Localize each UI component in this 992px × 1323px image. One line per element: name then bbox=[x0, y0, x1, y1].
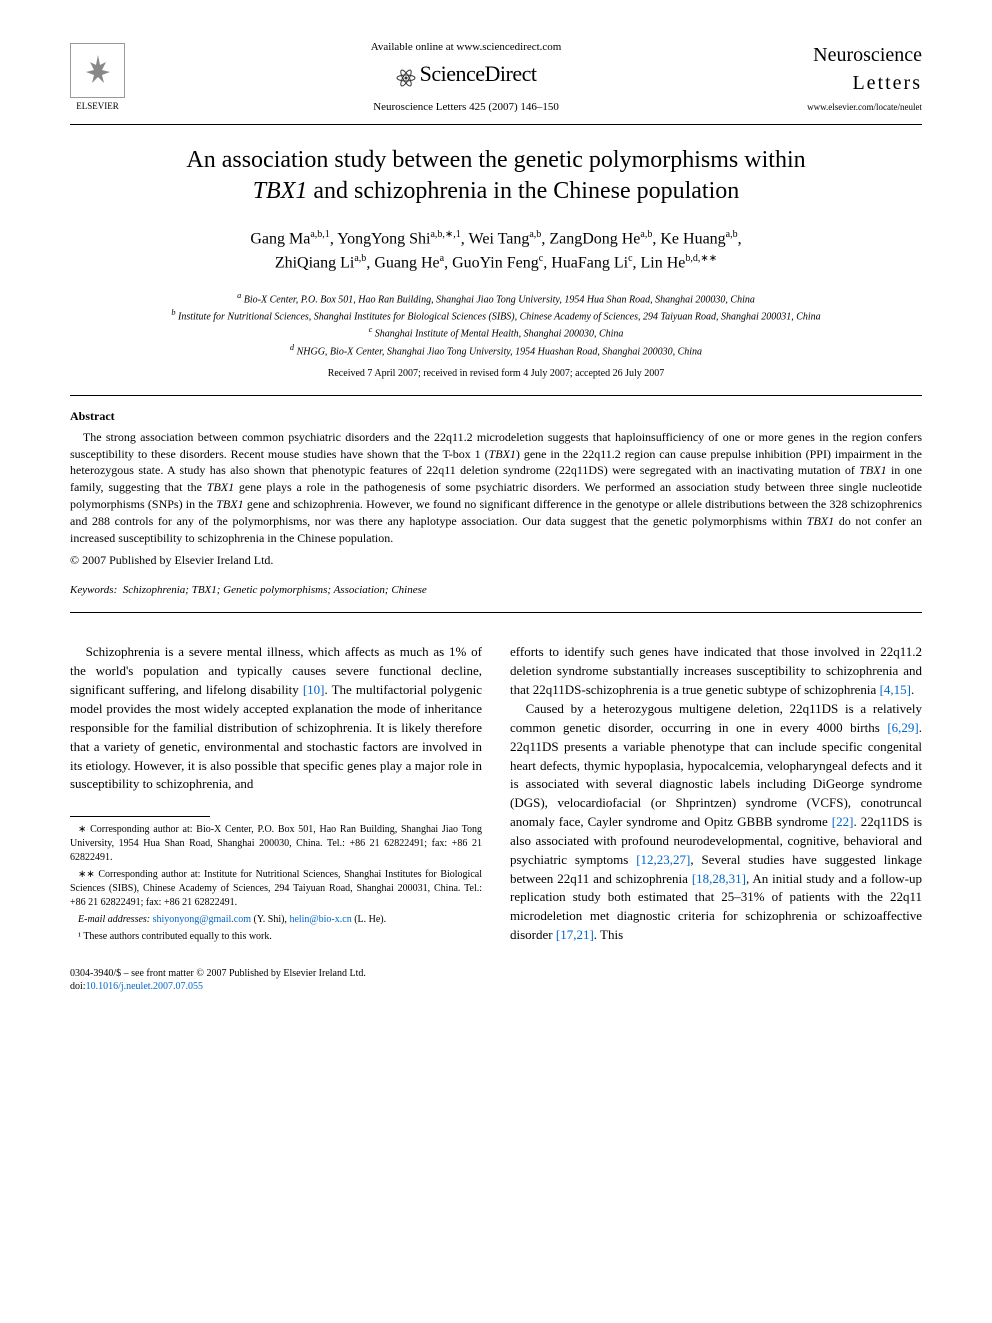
article-dates: Received 7 April 2007; received in revis… bbox=[70, 367, 922, 381]
issn-line: 0304-3940/$ – see front matter © 2007 Pu… bbox=[70, 967, 922, 980]
gene-name: TBX1 bbox=[207, 480, 234, 494]
author-name: YongYong Shi bbox=[337, 230, 430, 247]
article-title: An association study between the genetic… bbox=[110, 145, 882, 207]
author-name: ZhiQiang Li bbox=[275, 255, 355, 272]
author-name: Ke Huang bbox=[660, 230, 725, 247]
email-label: E-mail addresses: bbox=[78, 914, 150, 925]
author-aff: c bbox=[628, 253, 632, 264]
author-name: Wei Tang bbox=[469, 230, 530, 247]
title-gene: TBX1 bbox=[253, 178, 308, 204]
keywords: Keywords: Schizophrenia; TBX1; Genetic p… bbox=[70, 583, 922, 598]
affiliation-a: Bio-X Center, P.O. Box 501, Hao Ran Buil… bbox=[244, 294, 755, 305]
abstract-section: Abstract The strong association between … bbox=[70, 408, 922, 569]
footnotes: ∗ Corresponding author at: Bio-X Center,… bbox=[70, 823, 482, 944]
abstract-text: The strong association between common ps… bbox=[70, 429, 922, 547]
affiliation-c: Shanghai Institute of Mental Health, Sha… bbox=[375, 329, 624, 340]
email-link[interactable]: shiyonyong@gmail.com bbox=[153, 914, 251, 925]
publisher-name: ELSEVIER bbox=[76, 100, 119, 113]
gene-name: TBX1 bbox=[859, 463, 886, 477]
email-link[interactable]: helin@bio-x.cn bbox=[289, 914, 351, 925]
journal-name-line1: Neuroscience bbox=[807, 41, 922, 69]
title-line2: and schizophrenia in the Chinese populat… bbox=[307, 178, 739, 204]
citation-link[interactable]: [12,23,27] bbox=[636, 852, 690, 867]
author-name: ZangDong He bbox=[549, 230, 640, 247]
body-paragraph: Schizophrenia is a severe mental illness… bbox=[70, 643, 482, 794]
gene-name: TBX1 bbox=[489, 447, 516, 461]
journal-name-line2: Letters bbox=[807, 69, 922, 97]
email-who: (L. He). bbox=[352, 914, 386, 925]
body-text: . The multifactorial polygenic model pro… bbox=[70, 682, 482, 791]
footnote-corresponding-2: ∗∗ Corresponding author at: Institute fo… bbox=[70, 868, 482, 910]
email-who: (Y. Shi), bbox=[251, 914, 289, 925]
platform-name: ScienceDirect bbox=[420, 61, 537, 86]
keywords-label: Keywords: bbox=[70, 584, 117, 596]
title-line1: An association study between the genetic… bbox=[186, 147, 805, 173]
footnotes-rule bbox=[70, 816, 210, 817]
author-aff: c bbox=[539, 253, 543, 264]
citation-link[interactable]: [10] bbox=[303, 682, 325, 697]
doi-label: doi: bbox=[70, 981, 86, 992]
doi-line: doi:10.1016/j.neulet.2007.07.055 bbox=[70, 980, 922, 993]
footnote-corresponding-1: ∗ Corresponding author at: Bio-X Center,… bbox=[70, 823, 482, 865]
citation-link[interactable]: [18,28,31] bbox=[692, 871, 746, 886]
gene-name: TBX1 bbox=[216, 497, 243, 511]
body-text: Caused by a heterozygous multigene delet… bbox=[510, 701, 922, 735]
center-header: Available online at www.sciencedirect.co… bbox=[125, 40, 807, 116]
affiliation-b: Institute for Nutritional Sciences, Shan… bbox=[178, 311, 821, 322]
author-aff: a,b,∗,1 bbox=[430, 229, 460, 240]
author-aff: a bbox=[440, 253, 444, 264]
journal-url: www.elsevier.com/locate/neulet bbox=[807, 101, 922, 114]
author-list: Gang Maa,b,1, YongYong Shia,b,∗,1, Wei T… bbox=[110, 227, 882, 276]
journal-name-box: Neuroscience Letters www.elsevier.com/lo… bbox=[807, 41, 922, 114]
citation-link[interactable]: [6,29] bbox=[887, 720, 918, 735]
author-aff: a,b bbox=[354, 253, 366, 264]
elsevier-tree-icon bbox=[70, 43, 125, 98]
author-name: HuaFang Li bbox=[551, 255, 628, 272]
footnote-equal-contrib: ¹ These authors contributed equally to t… bbox=[70, 930, 482, 944]
author-aff: a,b bbox=[640, 229, 652, 240]
page-header: ELSEVIER Available online at www.science… bbox=[70, 40, 922, 116]
keywords-value: Schizophrenia; TBX1; Genetic polymorphis… bbox=[123, 584, 427, 596]
author-aff: b,d,∗∗ bbox=[685, 253, 717, 264]
citation-link[interactable]: [4,15] bbox=[880, 682, 911, 697]
available-online-text: Available online at www.sciencedirect.co… bbox=[125, 40, 807, 55]
publisher-logo: ELSEVIER bbox=[70, 43, 125, 113]
abstract-top-rule bbox=[70, 395, 922, 396]
citation-link[interactable]: [17,21] bbox=[556, 927, 594, 942]
footer-meta: 0304-3940/$ – see front matter © 2007 Pu… bbox=[70, 967, 922, 993]
header-rule bbox=[70, 124, 922, 125]
author-aff: a,b,1 bbox=[310, 229, 329, 240]
abstract-heading: Abstract bbox=[70, 408, 922, 425]
atom-icon bbox=[396, 66, 416, 86]
author-name: Lin He bbox=[641, 255, 686, 272]
right-column: efforts to identify such genes have indi… bbox=[510, 643, 922, 947]
citation-link[interactable]: [22] bbox=[832, 814, 854, 829]
body-paragraph: efforts to identify such genes have indi… bbox=[510, 643, 922, 700]
journal-citation: Neuroscience Letters 425 (2007) 146–150 bbox=[125, 100, 807, 115]
author-name: Guang He bbox=[374, 255, 439, 272]
author-aff: a,b bbox=[529, 229, 541, 240]
body-text: . 22q11DS presents a variable phenotype … bbox=[510, 720, 922, 829]
abstract-bottom-rule bbox=[70, 612, 922, 613]
doi-link[interactable]: 10.1016/j.neulet.2007.07.055 bbox=[86, 981, 204, 992]
gene-name: TBX1 bbox=[807, 514, 834, 528]
body-columns: Schizophrenia is a severe mental illness… bbox=[70, 643, 922, 947]
affiliations: a Bio-X Center, P.O. Box 501, Hao Ran Bu… bbox=[90, 290, 902, 359]
affiliation-d: NHGG, Bio-X Center, Shanghai Jiao Tong U… bbox=[297, 346, 702, 357]
author-name: Gang Ma bbox=[250, 230, 310, 247]
body-paragraph: Caused by a heterozygous multigene delet… bbox=[510, 700, 922, 945]
author-aff: a,b bbox=[726, 229, 738, 240]
sciencedirect-logo: ScienceDirect bbox=[125, 59, 807, 90]
abstract-copyright: © 2007 Published by Elsevier Ireland Ltd… bbox=[70, 552, 922, 569]
body-text: efforts to identify such genes have indi… bbox=[510, 644, 922, 697]
body-text: . This bbox=[594, 927, 623, 942]
left-column: Schizophrenia is a severe mental illness… bbox=[70, 643, 482, 947]
footnote-email: E-mail addresses: shiyonyong@gmail.com (… bbox=[70, 913, 482, 927]
author-name: GuoYin Feng bbox=[452, 255, 539, 272]
body-text: . bbox=[911, 682, 914, 697]
